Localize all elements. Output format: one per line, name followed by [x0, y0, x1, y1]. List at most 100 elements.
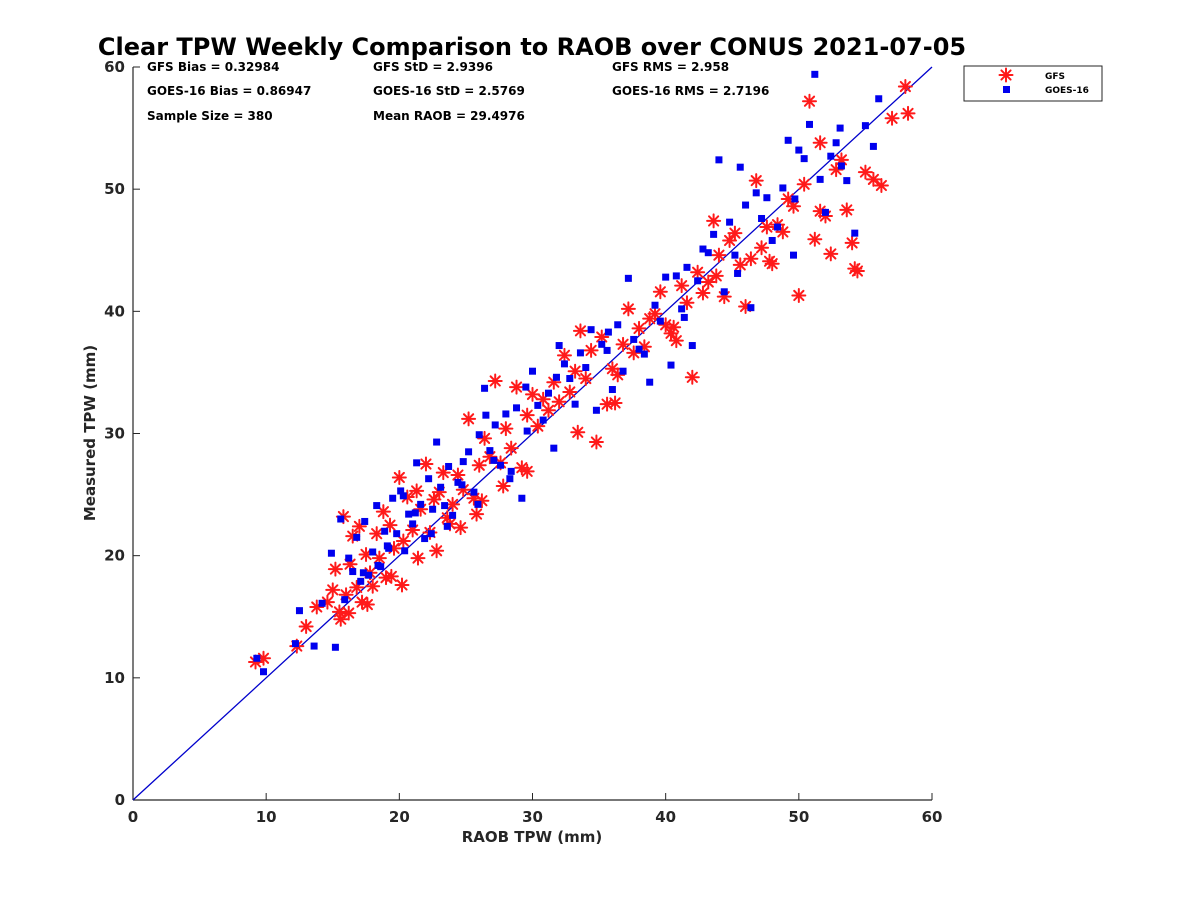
goes-16-point — [555, 342, 563, 350]
goes-16-point — [587, 326, 595, 334]
y-tick-label: 30 — [104, 425, 125, 443]
gfs-point — [743, 251, 759, 267]
x-axis-label: RAOB TPW (mm) — [462, 828, 603, 846]
goes-16-point — [534, 401, 542, 409]
goes-16-point — [774, 223, 782, 231]
gfs-point — [327, 561, 343, 577]
gfs-point — [666, 319, 682, 335]
gfs-point — [487, 373, 503, 389]
goes-16-point — [651, 301, 659, 309]
goes-16-point — [608, 386, 616, 394]
gfs-point — [823, 246, 839, 262]
goes-16-point — [560, 360, 568, 368]
goes-16-point — [662, 273, 670, 281]
goes-16-point — [318, 599, 326, 607]
gfs-point — [519, 407, 535, 423]
goes-16-point — [433, 438, 441, 446]
x-tick-label: 60 — [922, 808, 943, 826]
goes-16-point — [747, 304, 755, 312]
goes-16-point — [502, 410, 510, 418]
goes-16-point — [646, 378, 654, 386]
goes-16-point — [869, 142, 877, 150]
goes-16-point — [397, 487, 405, 495]
x-tick-label: 50 — [788, 808, 809, 826]
gfs-point — [807, 231, 823, 247]
gfs-point — [445, 496, 461, 512]
x-tick-label: 10 — [256, 808, 277, 826]
stat-goes-std: GOES-16 StD = 2.5769 — [373, 84, 525, 98]
gfs-point — [684, 369, 700, 385]
goes-16-point — [393, 530, 401, 538]
gfs-point — [426, 491, 442, 507]
goes-16-point — [592, 406, 600, 414]
goes-16-point — [454, 478, 462, 486]
gfs-point — [722, 232, 738, 248]
gfs-point — [418, 456, 434, 472]
gfs-point — [540, 402, 556, 418]
goes-16-point — [359, 569, 367, 577]
goes-16-point — [470, 488, 478, 496]
goes-16-point — [624, 274, 632, 282]
axis-ticks: 0 10 20 30 40 50 60 0 10 20 30 40 50 60 — [104, 58, 942, 826]
y-tick-label: 10 — [104, 669, 125, 687]
goes-16-point — [291, 640, 299, 648]
goes-16-point — [678, 305, 686, 313]
goes-16-point — [389, 494, 397, 502]
goes-16-point — [361, 517, 369, 525]
goes-16-point — [327, 549, 335, 557]
series-gfs — [248, 79, 916, 670]
legend-goes-16-marker-icon — [1003, 86, 1010, 93]
gfs-point — [796, 176, 812, 192]
gfs-point — [631, 320, 647, 336]
goes-16-point — [598, 340, 606, 348]
goes-16-point — [357, 577, 365, 585]
goes-16-point — [552, 373, 560, 381]
goes-16-point — [734, 269, 742, 277]
goes-16-point — [409, 520, 417, 528]
goes-16-point — [507, 467, 515, 475]
legend: GFS GOES-16 — [963, 65, 1103, 102]
gfs-point — [341, 605, 357, 621]
goes-16-point — [566, 375, 574, 383]
x-tick-label: 0 — [128, 808, 138, 826]
x-tick-label: 40 — [655, 808, 676, 826]
gfs-point — [551, 394, 567, 410]
goes-16-point — [603, 346, 611, 354]
gfs-point — [674, 278, 690, 294]
gfs-point — [331, 604, 347, 620]
goes-16-point — [742, 201, 750, 209]
goes-16-point — [513, 404, 521, 412]
gfs-point — [509, 379, 525, 395]
x-tick-label: 30 — [522, 808, 543, 826]
gfs-point — [394, 577, 410, 593]
gfs-point — [333, 611, 349, 627]
goes-16-point — [680, 313, 688, 321]
gfs-point — [727, 225, 743, 241]
gfs-point — [844, 235, 860, 251]
stats-block: GFS Bias = 0.32984 GOES-16 Bias = 0.8694… — [147, 60, 769, 123]
gfs-point — [429, 543, 445, 559]
gfs-point — [897, 79, 913, 95]
goes-16-point — [481, 384, 489, 392]
goes-16-point — [437, 483, 445, 491]
goes-16-point — [779, 184, 787, 192]
goes-16-point — [459, 458, 467, 466]
gfs-point — [690, 264, 706, 280]
gfs-point — [342, 556, 358, 572]
gfs-point — [786, 198, 802, 214]
goes-16-point — [458, 481, 466, 489]
goes-16-point — [539, 416, 547, 424]
goes-16-point — [260, 668, 268, 676]
goes-16-point — [843, 177, 851, 185]
goes-16-point — [383, 542, 391, 550]
goes-16-point — [672, 272, 680, 280]
gfs-point — [748, 173, 764, 189]
gfs-point — [469, 506, 485, 522]
goes-16-point — [811, 70, 819, 78]
legend-goes-16-label: GOES-16 — [1045, 86, 1089, 96]
stat-mean-raob: Mean RAOB = 29.4976 — [373, 109, 525, 123]
gfs-point — [503, 440, 519, 456]
gfs-point — [759, 219, 775, 235]
goes-16-point — [837, 162, 845, 170]
gfs-point — [647, 306, 663, 322]
